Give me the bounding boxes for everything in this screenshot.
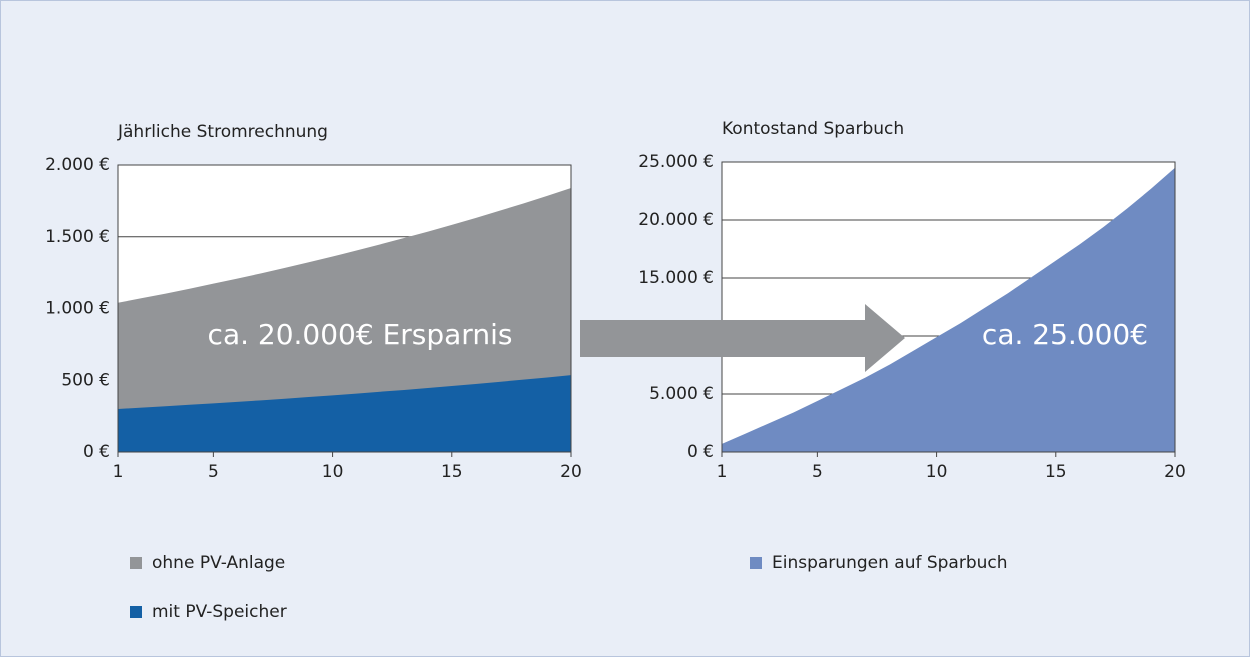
y-tick-label: 1.000 € <box>45 299 110 319</box>
legend-swatch <box>750 557 762 569</box>
x-tick-label: 1 <box>113 462 124 482</box>
x-tick-label: 10 <box>322 462 344 482</box>
y-tick-label: 1.500 € <box>45 227 110 247</box>
y-tick-label: 0 € <box>83 442 110 462</box>
plot-frame <box>721 161 1176 453</box>
area <box>722 167 1175 453</box>
x-tick-label: 5 <box>208 462 219 482</box>
x-tick-label: 5 <box>812 462 823 482</box>
annotation: ca. 20.000€ Ersparnis <box>208 318 513 351</box>
legend-label: ohne PV-Anlage <box>152 553 285 573</box>
x-tick-label: 10 <box>926 462 948 482</box>
legend-swatch <box>130 606 142 618</box>
legend-swatch <box>130 557 142 569</box>
area <box>118 375 571 452</box>
annotation: ca. 25.000€ <box>982 318 1148 351</box>
chart-title: Jährliche Stromrechnung <box>117 122 328 142</box>
legend-label: Einsparungen auf Sparbuch <box>772 553 1008 573</box>
y-tick-label: 15.000 € <box>638 268 714 288</box>
plot-frame <box>117 164 572 453</box>
x-tick-label: 15 <box>1045 462 1067 482</box>
arrow <box>580 304 905 372</box>
y-tick-label: 2.000 € <box>45 155 110 175</box>
legend-label: mit PV-Speicher <box>152 602 287 622</box>
chart-title: Kontostand Sparbuch <box>722 119 904 139</box>
x-tick-label: 1 <box>717 462 728 482</box>
x-tick-label: 15 <box>441 462 463 482</box>
y-tick-label: 25.000 € <box>638 152 714 172</box>
y-tick-label: 5.000 € <box>649 384 714 404</box>
y-tick-label: 0 € <box>687 442 714 462</box>
y-tick-label: 500 € <box>61 370 110 390</box>
x-tick-label: 20 <box>560 462 582 482</box>
y-tick-label: 20.000 € <box>638 210 714 230</box>
x-tick-label: 20 <box>1164 462 1186 482</box>
